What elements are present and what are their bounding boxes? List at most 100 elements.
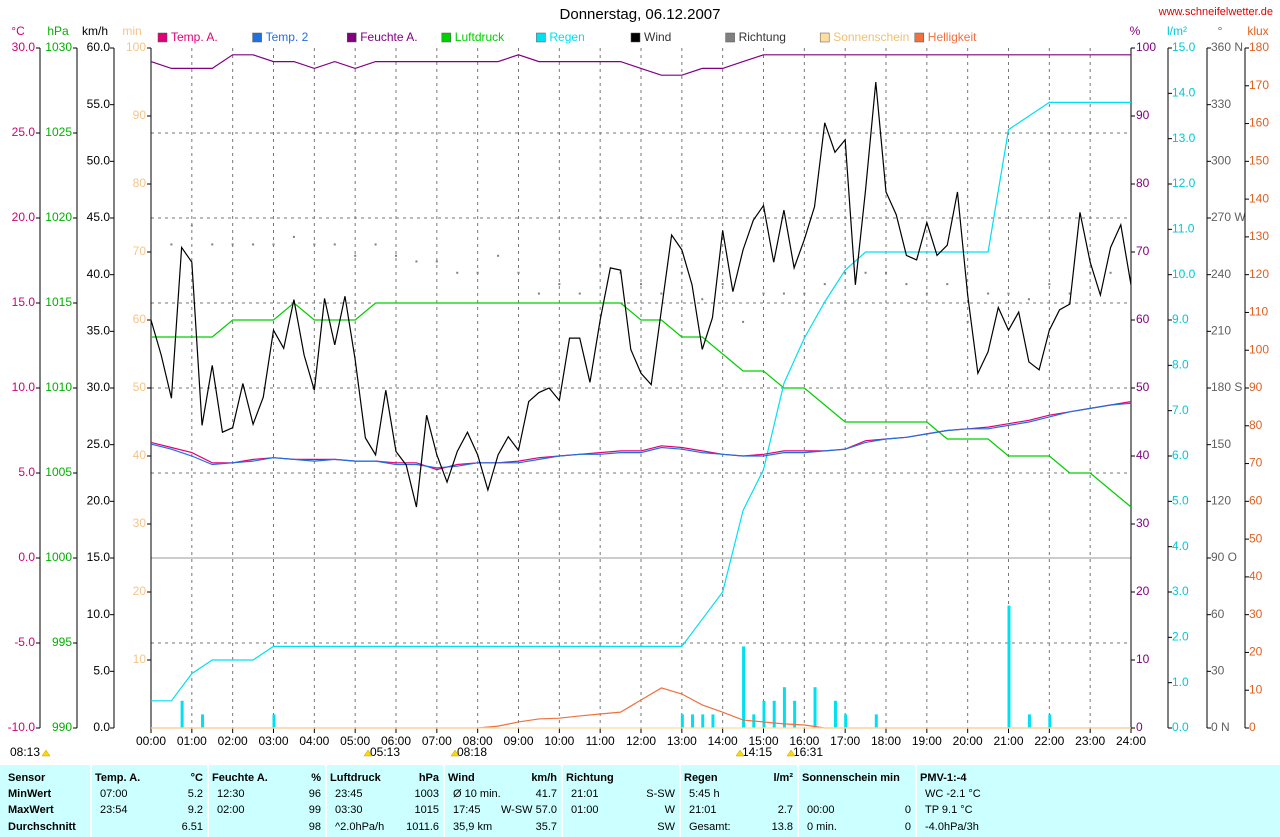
annotation: 16:31	[793, 745, 823, 759]
series-line	[151, 101, 1131, 702]
y-tick-label: 300	[1211, 154, 1231, 168]
direction-dot	[578, 292, 581, 295]
y-tick-label: 110	[1249, 305, 1268, 319]
annotation-icon	[450, 749, 460, 757]
x-tick-label: 00:00	[136, 734, 166, 748]
table-cell: ^2.0hPa/h	[335, 821, 384, 833]
table-cell: 41.7	[536, 788, 557, 800]
table-unit: km/h	[531, 772, 557, 784]
y-tick-label: 13.0	[1172, 131, 1196, 145]
y-tick-label: 15.0	[87, 550, 111, 564]
legend-label: Richtung	[739, 30, 786, 44]
direction-dot	[946, 283, 949, 286]
annotation: 05:13	[370, 745, 400, 759]
y-tick-label: 45.0	[87, 210, 111, 224]
y-tick-label: 40	[133, 448, 147, 462]
direction-dot	[558, 283, 561, 286]
y-tick-label: 2.0	[1172, 630, 1189, 644]
table-cell: 96	[309, 788, 321, 800]
x-tick-label: 21:00	[993, 734, 1023, 748]
y-tick-label: 20	[133, 584, 147, 598]
table-cell: 98	[309, 821, 321, 833]
x-tick-label: 19:00	[912, 734, 942, 748]
legend-label: Feuchte A.	[360, 30, 417, 44]
y-tick-label: 40	[1136, 448, 1150, 462]
x-tick-label: 18:00	[871, 734, 901, 748]
table-header: Sensor	[8, 772, 46, 784]
axis-unit: l/m²	[1167, 24, 1187, 38]
y-tick-label: 100	[1136, 40, 1156, 54]
y-tick-label: 10	[133, 652, 147, 666]
rain-bar	[782, 687, 786, 728]
x-tick-label: 05:00	[340, 734, 370, 748]
rain-bar	[793, 700, 797, 728]
legend-swatch	[819, 32, 830, 43]
rain-bar	[874, 714, 878, 728]
table-cell: 6.51	[182, 821, 203, 833]
direction-dot	[782, 292, 785, 295]
annotation-icon	[735, 749, 745, 757]
direction-dot	[170, 243, 173, 246]
y-tick-label: 1.0	[1172, 675, 1189, 689]
y-tick-label: 1000	[45, 550, 72, 564]
x-tick-label: 06:00	[381, 734, 411, 748]
x-tick-label: 02:00	[218, 734, 248, 748]
direction-dot	[599, 264, 602, 267]
table-cell: TP 9.1 °C	[925, 804, 973, 816]
y-tick-label: 150	[1211, 437, 1231, 451]
rain-bar	[180, 700, 184, 728]
x-tick-label: 07:00	[422, 734, 452, 748]
table-unit: °C	[191, 772, 203, 784]
x-tick-label: 03:00	[258, 734, 288, 748]
direction-dot	[660, 292, 663, 295]
legend-swatch	[157, 32, 168, 43]
y-tick-label: 40	[1249, 569, 1263, 583]
y-tick-label: 11.0	[1172, 222, 1195, 236]
direction-dot	[354, 254, 357, 257]
direction-dot	[680, 271, 683, 274]
table-cell: 2.7	[778, 804, 793, 816]
table-header: Richtung	[566, 772, 614, 784]
y-tick-label: 170	[1249, 78, 1269, 92]
y-tick-label: 80	[1136, 176, 1150, 190]
y-tick-label: 0.0	[18, 550, 35, 564]
annotation-icon	[786, 749, 796, 757]
legend-swatch	[441, 32, 452, 43]
y-tick-label: 120	[1249, 267, 1269, 281]
x-tick-label: 16:00	[789, 734, 819, 748]
table-cell: 21:01	[571, 788, 599, 800]
table-header: Feuchte A.	[212, 772, 268, 784]
legend-label: Helligkeit	[928, 30, 977, 44]
y-tick-label: 10.0	[1172, 267, 1196, 281]
direction-dot	[537, 292, 540, 295]
x-tick-label: 04:00	[299, 734, 329, 748]
rain-bar	[762, 700, 766, 728]
x-tick-label: 22:00	[1034, 734, 1064, 748]
table-header: Temp. A.	[95, 772, 140, 784]
y-tick-label: 0.0	[93, 720, 110, 734]
y-tick-label: 990	[52, 720, 72, 734]
table-cell: MaxWert	[8, 804, 54, 816]
y-tick-label: 30.0	[87, 380, 111, 394]
direction-dot	[231, 243, 234, 246]
y-tick-label: 50	[1136, 380, 1150, 394]
y-tick-label: 10.0	[87, 607, 111, 621]
table-cell: 5.2	[188, 788, 203, 800]
table-unit: l/m²	[773, 772, 793, 784]
table-cell: S-SW	[646, 788, 675, 800]
direction-dot	[272, 243, 275, 246]
y-tick-label: 20.0	[87, 494, 111, 508]
y-tick-label: 330	[1211, 97, 1231, 111]
y-tick-label: 25.0	[87, 437, 111, 451]
y-tick-label: 240	[1211, 267, 1231, 281]
direction-dot	[292, 235, 295, 238]
legend-label: Regen	[549, 30, 584, 44]
y-tick-label: 50.0	[87, 154, 111, 168]
rain-bar	[1027, 714, 1031, 728]
direction-dot	[1130, 271, 1132, 274]
direction-dot	[435, 260, 438, 263]
y-tick-label: 60	[1249, 494, 1263, 508]
y-tick-label: 50	[1249, 531, 1263, 545]
x-tick-label: 09:00	[503, 734, 533, 748]
